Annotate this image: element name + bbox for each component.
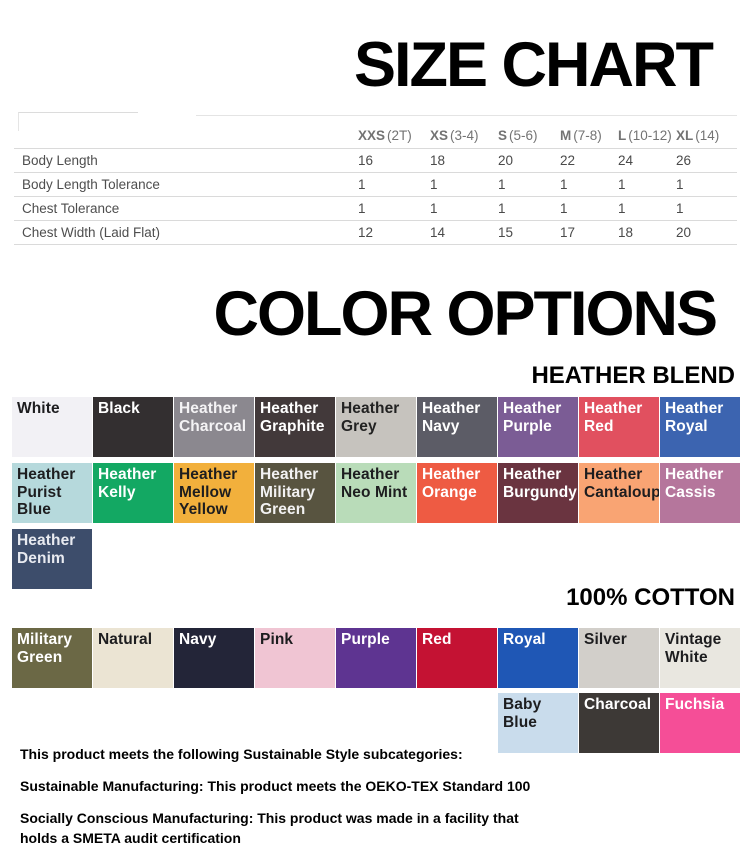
- table-cell: 12: [358, 225, 374, 240]
- table-row-chest-width: Chest Width (Laid Flat) 12 14 15 17 18 2…: [14, 221, 737, 245]
- table-cell: 14: [430, 225, 446, 240]
- table-cell: 1: [676, 177, 684, 192]
- size-range: (7-8): [573, 127, 602, 143]
- color-swatch: Navy: [174, 628, 254, 688]
- size-code: M: [560, 127, 572, 143]
- size-range: (2T): [387, 127, 412, 143]
- size-chart-table: XXS (2T) XS (3-4) S (5-6) M (7-8) L (10-12) X…: [14, 122, 737, 245]
- color-swatch: Red: [417, 628, 497, 688]
- table-cell: 26: [676, 153, 692, 168]
- column-header-xs: XS (3-4): [430, 128, 498, 143]
- sustainable-manufacturing-note: Sustainable Manufacturing: This product …: [20, 778, 531, 794]
- table-cell: 24: [618, 153, 634, 168]
- table-cell: 22: [560, 153, 576, 168]
- size-chart-title: SIZE CHART: [354, 30, 714, 100]
- color-swatch: Pink: [255, 628, 335, 688]
- color-swatch: Military Green: [12, 628, 92, 688]
- table-cell: 17: [560, 225, 576, 240]
- heather-blend-heading: HEATHER BLEND: [531, 362, 735, 389]
- color-swatch: Baby Blue: [498, 693, 578, 753]
- column-header-s: S (5-6): [498, 128, 560, 143]
- column-header-xxs: XXS (2T): [358, 128, 430, 143]
- size-range: (3-4): [450, 127, 479, 143]
- color-swatch: White: [12, 397, 92, 457]
- socially-conscious-note-line1: Socially Conscious Manufacturing: This p…: [20, 810, 519, 826]
- table-cell: 1: [676, 201, 684, 216]
- socially-conscious-note: Socially Conscious Manufacturing: This p…: [20, 808, 640, 848]
- color-swatch: Heather Royal: [660, 397, 740, 457]
- color-swatch: Black: [93, 397, 173, 457]
- color-swatch: Heather Military Green: [255, 463, 335, 523]
- column-header-xl: XL (14): [676, 128, 737, 143]
- size-range: (10-12): [628, 127, 672, 143]
- color-swatch: Silver: [579, 628, 659, 688]
- color-swatch: Heather Cassis: [660, 463, 740, 523]
- cotton-swatch-grid-row2: Baby Blue Charcoal Fuchsia: [498, 693, 742, 753]
- color-swatch: Heather Burgundy: [498, 463, 578, 523]
- table-cell: 1: [498, 201, 506, 216]
- color-swatch: Heather Graphite: [255, 397, 335, 457]
- color-swatch: Heather Charcoal: [174, 397, 254, 457]
- table-row-body-length: Body Length 16 18 20 22 24 26: [14, 149, 737, 173]
- table-cell: 1: [560, 201, 568, 216]
- table-cell: 1: [430, 177, 438, 192]
- table-cell: 1: [358, 201, 366, 216]
- heather-blend-swatch-grid: White Black Heather Charcoal Heather Gra…: [12, 397, 742, 589]
- color-swatch: Heather Navy: [417, 397, 497, 457]
- socially-conscious-note-line2: holds a SMETA audit certification: [20, 830, 241, 846]
- color-swatch: Heather Neo Mint: [336, 463, 416, 523]
- table-cell: 18: [618, 225, 634, 240]
- row-label: Chest Tolerance: [22, 201, 120, 216]
- size-code: L: [618, 127, 627, 143]
- color-swatch: Heather Cantaloup: [579, 463, 659, 523]
- size-code: S: [498, 127, 508, 143]
- table-cell: 1: [618, 177, 626, 192]
- row-label: Chest Width (Laid Flat): [22, 225, 161, 240]
- color-swatch: Charcoal: [579, 693, 659, 753]
- cropped-divider-fragment: [196, 115, 737, 116]
- table-cell: 15: [498, 225, 514, 240]
- color-swatch: Fuchsia: [660, 693, 740, 753]
- table-cell: 1: [560, 177, 568, 192]
- table-cell: 1: [358, 177, 366, 192]
- color-swatch: Heather Purist Blue: [12, 463, 92, 523]
- color-swatch: Vintage White: [660, 628, 740, 688]
- color-swatch: Heather Orange: [417, 463, 497, 523]
- color-swatch: Heather Mellow Yellow: [174, 463, 254, 523]
- table-cell: 1: [498, 177, 506, 192]
- row-label: Body Length Tolerance: [22, 177, 160, 192]
- table-cell: 1: [430, 201, 438, 216]
- table-cell: 20: [676, 225, 692, 240]
- color-swatch: Heather Purple: [498, 397, 578, 457]
- column-header-m: M (7-8): [560, 128, 618, 143]
- size-range: (14): [695, 127, 720, 143]
- color-swatch: Purple: [336, 628, 416, 688]
- color-swatch: Heather Red: [579, 397, 659, 457]
- size-range: (5-6): [509, 127, 538, 143]
- cropped-tab-fragment: [18, 112, 138, 131]
- table-cell: 1: [618, 201, 626, 216]
- size-code: XXS: [358, 127, 386, 143]
- column-header-l: L (10-12): [618, 128, 676, 143]
- color-swatch: Natural: [93, 628, 173, 688]
- table-cell: 18: [430, 153, 446, 168]
- color-swatch: Heather Grey: [336, 397, 416, 457]
- color-options-title: COLOR OPTIONS: [213, 279, 718, 349]
- sustainable-style-intro: This product meets the following Sustain…: [20, 746, 463, 762]
- size-code: XS: [430, 127, 449, 143]
- color-swatch: Heather Kelly: [93, 463, 173, 523]
- color-swatch: Royal: [498, 628, 578, 688]
- size-table-header-row: XXS (2T) XS (3-4) S (5-6) M (7-8) L (10-12) X…: [14, 122, 737, 149]
- row-label: Body Length: [22, 153, 98, 168]
- color-swatch: Heather Denim: [12, 529, 92, 589]
- table-cell: 20: [498, 153, 514, 168]
- table-row-chest-tolerance: Chest Tolerance 1 1 1 1 1 1: [14, 197, 737, 221]
- table-row-body-length-tolerance: Body Length Tolerance 1 1 1 1 1 1: [14, 173, 737, 197]
- cotton-swatch-grid-row1: Military Green Natural Navy Pink Purple …: [12, 628, 742, 688]
- cotton-heading: 100% COTTON: [566, 584, 735, 611]
- size-code: XL: [676, 127, 694, 143]
- table-cell: 16: [358, 153, 374, 168]
- sustainability-notes: This product meets the following Sustain…: [20, 744, 640, 860]
